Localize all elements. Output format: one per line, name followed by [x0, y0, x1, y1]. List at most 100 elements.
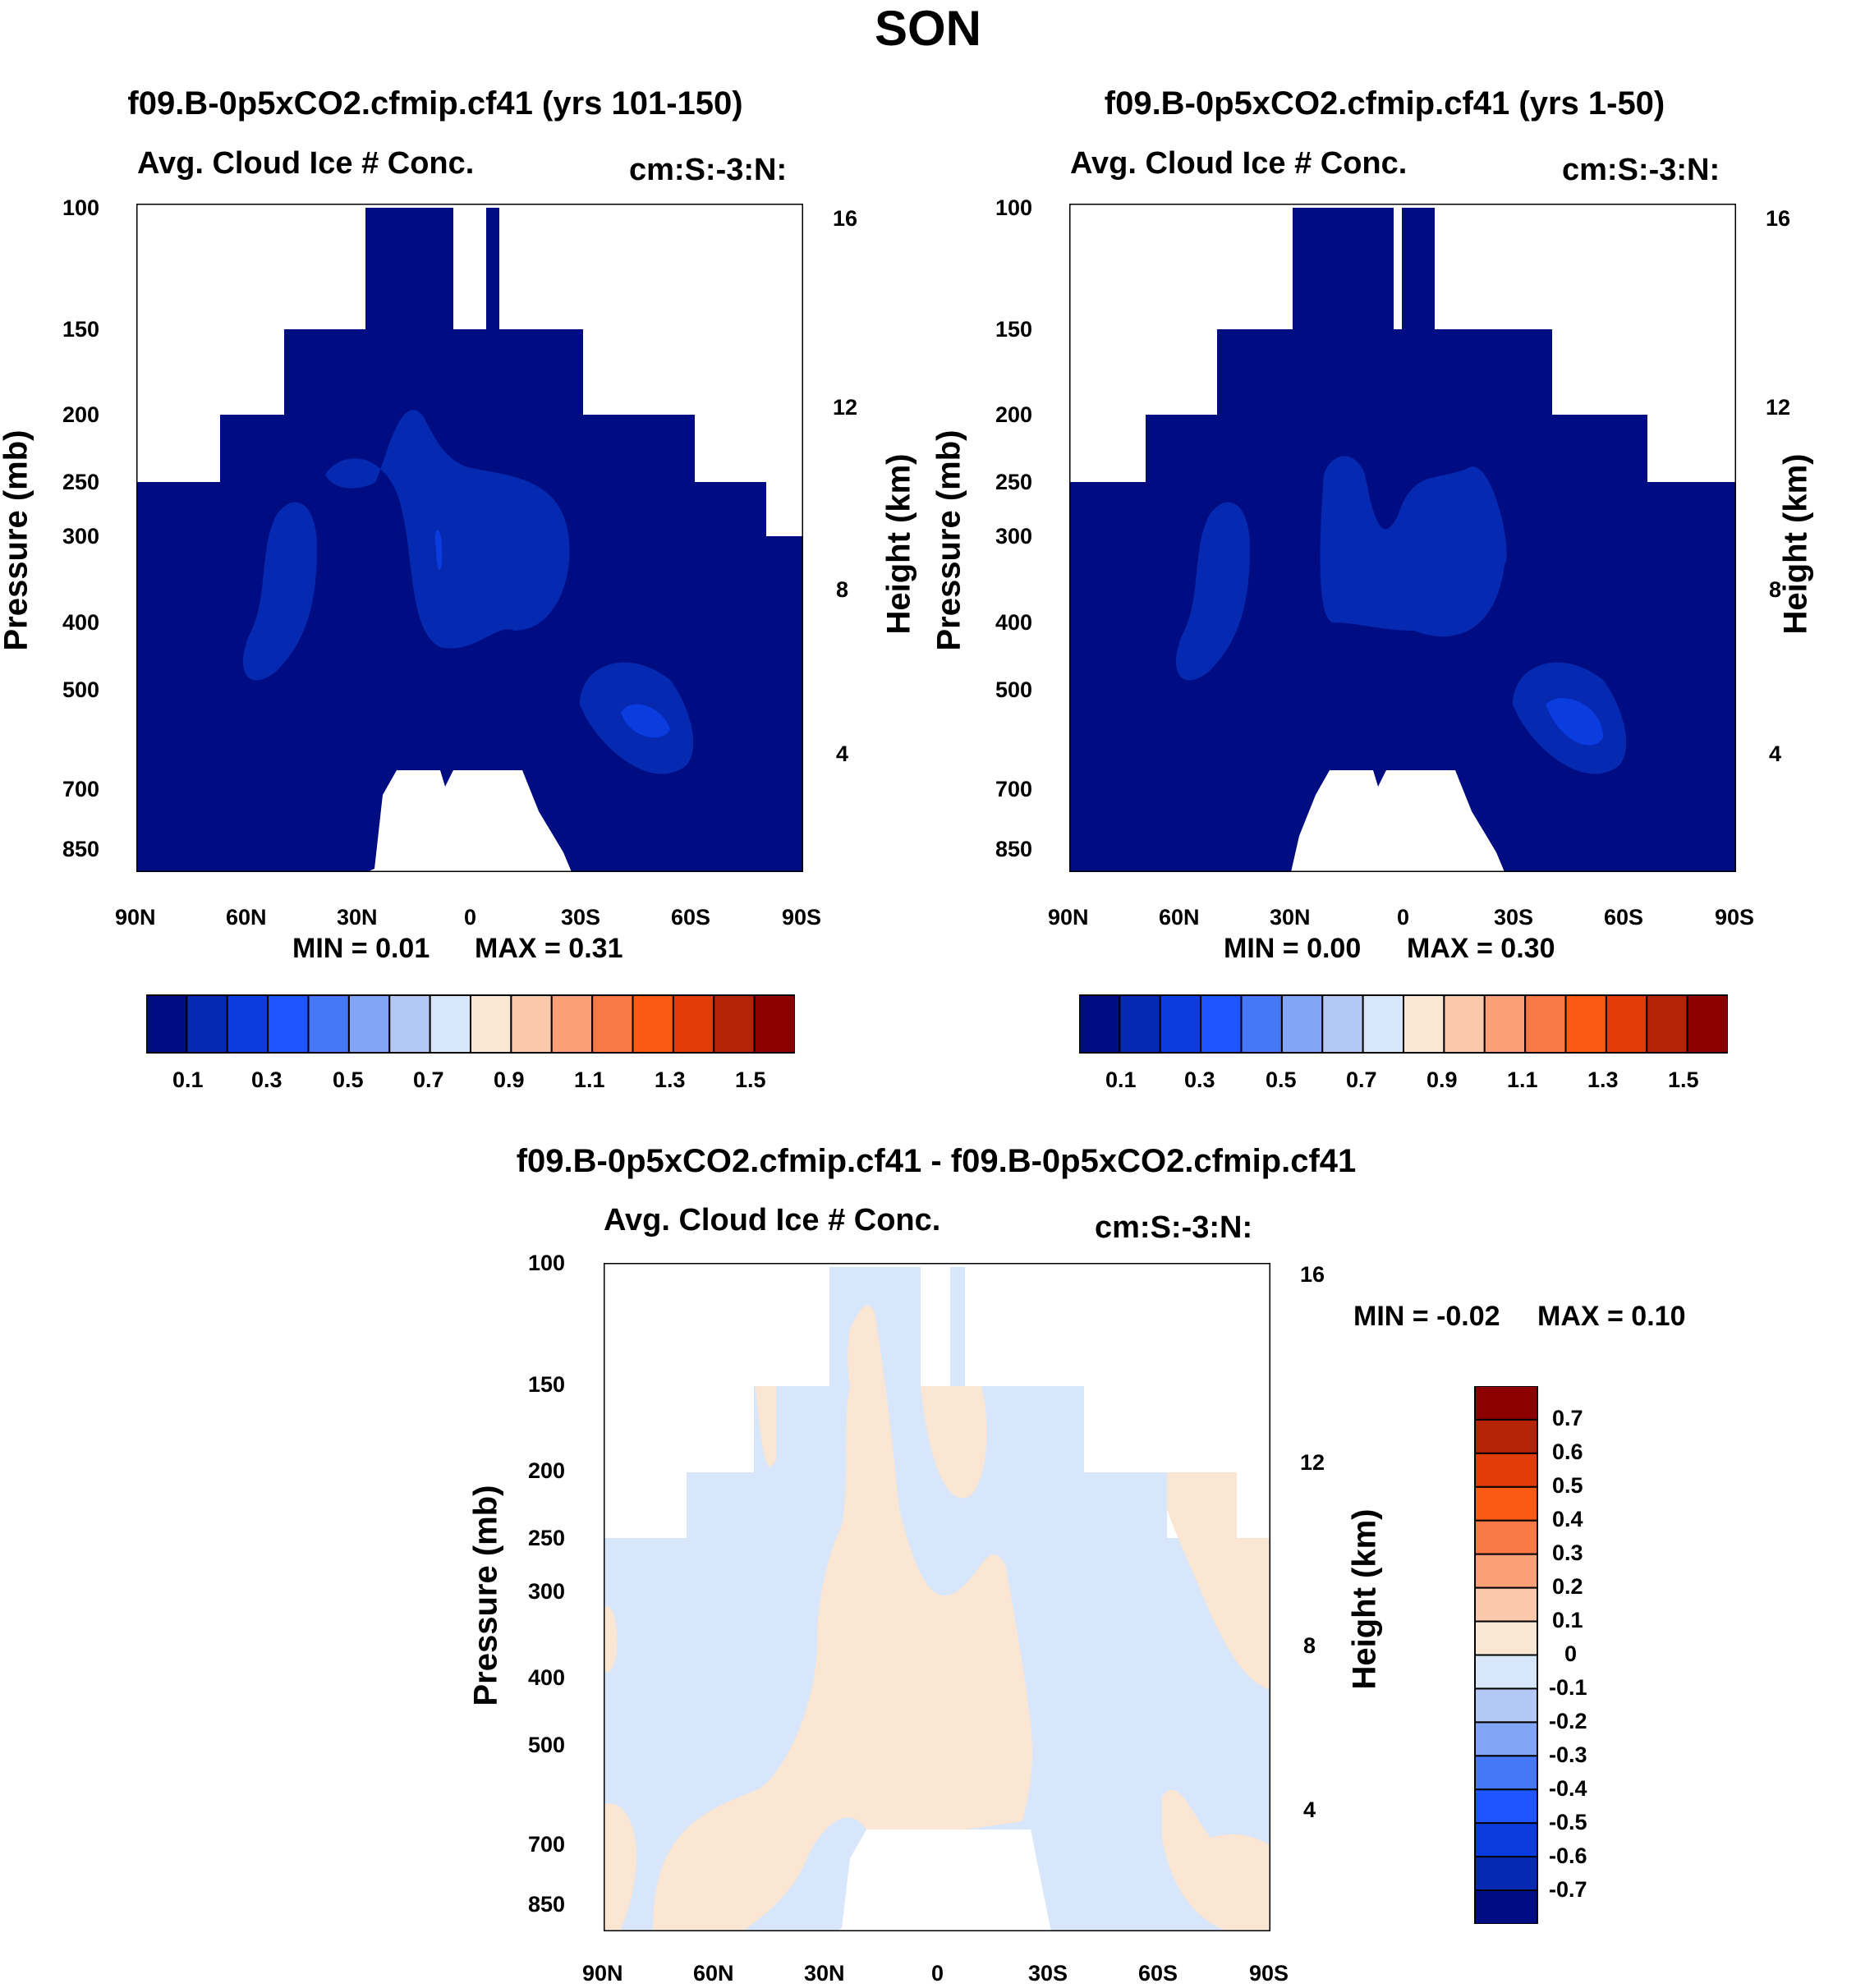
panel1-variable-label: Avg. Cloud Ice # Conc. [137, 146, 475, 181]
main-title: SON [874, 1, 982, 56]
panel2-colorbar-swatch [1483, 994, 1527, 1054]
panel3-ytick: 200 [528, 1458, 566, 1483]
panel2-xtick: 90S [1715, 905, 1755, 930]
panel2-ytick: 100 [995, 195, 1033, 220]
panel3-plot [604, 1263, 1270, 1931]
panel2-colorbar-label: 0.9 [1426, 1067, 1458, 1092]
panel3-colorbar-label: 0.2 [1552, 1574, 1583, 1599]
panel1-colorbar-swatch [388, 994, 431, 1054]
panel1-colorbar-label: 0.3 [251, 1067, 283, 1092]
panel3-colorbar-swatch [1474, 1721, 1538, 1757]
panel3-colorbar-label: -0.5 [1549, 1810, 1587, 1834]
panel2-colorbar-swatch [1321, 994, 1364, 1054]
panel2-ytick: 850 [995, 837, 1033, 861]
panel1-y2tick: 12 [833, 395, 858, 420]
panel1-colorbar-label: 0.1 [172, 1067, 204, 1092]
panel1-ytick: 850 [62, 837, 100, 861]
panel2-xtick: 60S [1604, 905, 1644, 930]
panel3-min: MIN = -0.02 [1353, 1301, 1500, 1332]
panel1-ytick: 250 [62, 470, 100, 494]
panel3-max: MAX = 0.10 [1537, 1301, 1686, 1332]
panel3-colorbar-label: -0.1 [1549, 1675, 1587, 1700]
panel1-colorbar-swatch [186, 994, 228, 1054]
panel3-variable-label: Avg. Cloud Ice # Conc. [604, 1203, 941, 1237]
panel1-colorbar-swatch [226, 994, 269, 1054]
panel3-ytick: 300 [528, 1579, 566, 1604]
panel3-xtick: 90S [1249, 1961, 1289, 1986]
panel1-xtick: 30N [337, 905, 378, 930]
panel1-plot [136, 204, 803, 872]
panel3-colorbar-swatch [1474, 1452, 1538, 1488]
panel3-colorbar-swatch [1474, 1889, 1538, 1924]
panel3-colorbar-swatch [1474, 1586, 1538, 1623]
panel3-ytick: 850 [528, 1892, 566, 1917]
panel3-colorbar-swatch [1474, 1856, 1538, 1892]
panel3-colorbar-swatch [1474, 1654, 1538, 1690]
panel1-ytick: 400 [62, 610, 100, 635]
panel1-xtick: 30S [561, 905, 601, 930]
panel3-ytick: 150 [528, 1372, 566, 1397]
panel2-ylabel: Pressure (mb) [930, 429, 967, 651]
panel2-colorbar-label: 0.5 [1266, 1067, 1297, 1092]
panel3-colorbar-label: 0.6 [1552, 1439, 1583, 1464]
panel1-colorbar-swatch [307, 994, 350, 1054]
panel2-colorbar-swatch [1564, 994, 1607, 1054]
panel3-ytick: 700 [528, 1832, 566, 1857]
panel2-colorbar-swatch [1200, 994, 1243, 1054]
panel2-xtick: 30S [1494, 905, 1534, 930]
panel1-ytick: 700 [62, 777, 100, 801]
panel1-xtick: 60S [671, 905, 711, 930]
panel1-title: f09.B-0p5xCO2.cfmip.cf41 (yrs 101-150) [127, 85, 743, 122]
panel3-title: f09.B-0p5xCO2.cfmip.cf41 - f09.B-0p5xCO2… [516, 1143, 1357, 1179]
panel3-ytick: 100 [528, 1251, 566, 1275]
panel3-colorbar-swatch [1474, 1755, 1538, 1791]
panel3-colorbar-label: 0.1 [1552, 1608, 1583, 1632]
panel2-colorbar-swatch [1443, 994, 1486, 1054]
panel1-ytick: 500 [62, 677, 100, 702]
panel3-colorbar-label: 0.4 [1552, 1507, 1583, 1531]
panel1-ytick: 100 [62, 195, 100, 220]
panel3-colorbar-swatch [1474, 1553, 1538, 1589]
panel2-colorbar-swatch [1686, 994, 1728, 1054]
panel1-colorbar-swatch [632, 994, 674, 1054]
panel3-ytick: 250 [528, 1526, 566, 1550]
panel3-colorbar-swatch [1474, 1687, 1538, 1724]
panel3-xtick: 0 [931, 1961, 944, 1986]
panel2-colorbar-label: 1.1 [1507, 1067, 1538, 1092]
panel2-ytick: 300 [995, 524, 1033, 549]
panel1-colorbar-swatch [753, 994, 795, 1054]
panel3-y2tick: 12 [1300, 1450, 1325, 1475]
panel3-xtick: 60N [693, 1961, 734, 1986]
panel2-plot [1069, 204, 1736, 872]
panel1-colorbar-label: 1.1 [574, 1067, 605, 1092]
panel3-ylabel-right: Height (km) [1346, 1508, 1383, 1690]
panel3-colorbar-swatch [1474, 1519, 1538, 1555]
panel2-colorbar-swatch [1403, 994, 1445, 1054]
panel2-units-label: cm:S:-3:N: [1562, 153, 1720, 187]
panel2-colorbar-swatch [1605, 994, 1648, 1054]
panel2-xtick: 0 [1397, 905, 1410, 930]
panel3-xtick: 60S [1138, 1961, 1178, 1986]
panel1-colorbar-swatch [591, 994, 634, 1054]
panel2-colorbar-swatch [1362, 994, 1405, 1054]
panel2-max: MAX = 0.30 [1407, 933, 1555, 964]
panel1-xtick: 0 [464, 905, 477, 930]
panel3-colorbar-label: -0.2 [1549, 1709, 1587, 1733]
panel1-colorbar-label: 1.3 [655, 1067, 686, 1092]
panel2-ytick: 250 [995, 470, 1033, 494]
panel2-field [1069, 208, 1736, 872]
panel1-y2tick: 16 [833, 206, 858, 231]
panel2-y2tick: 12 [1766, 395, 1791, 420]
panel3-y2tick: 16 [1300, 1262, 1325, 1287]
panel1-y2tick: 8 [836, 577, 849, 602]
panel2-colorbar-swatch [1646, 994, 1688, 1054]
panel3-xtick: 90N [582, 1961, 623, 1986]
panel3-y2tick: 4 [1303, 1797, 1316, 1822]
panel3-colorbar-swatch [1474, 1485, 1538, 1522]
panel3-colorbar-swatch [1474, 1788, 1538, 1825]
panel2-xtick: 30N [1270, 905, 1311, 930]
panel1-colorbar-label: 0.9 [494, 1067, 525, 1092]
panel1-xtick: 60N [226, 905, 267, 930]
panel1-ytick: 200 [62, 402, 100, 427]
panel3-colorbar-swatch [1474, 1418, 1538, 1454]
